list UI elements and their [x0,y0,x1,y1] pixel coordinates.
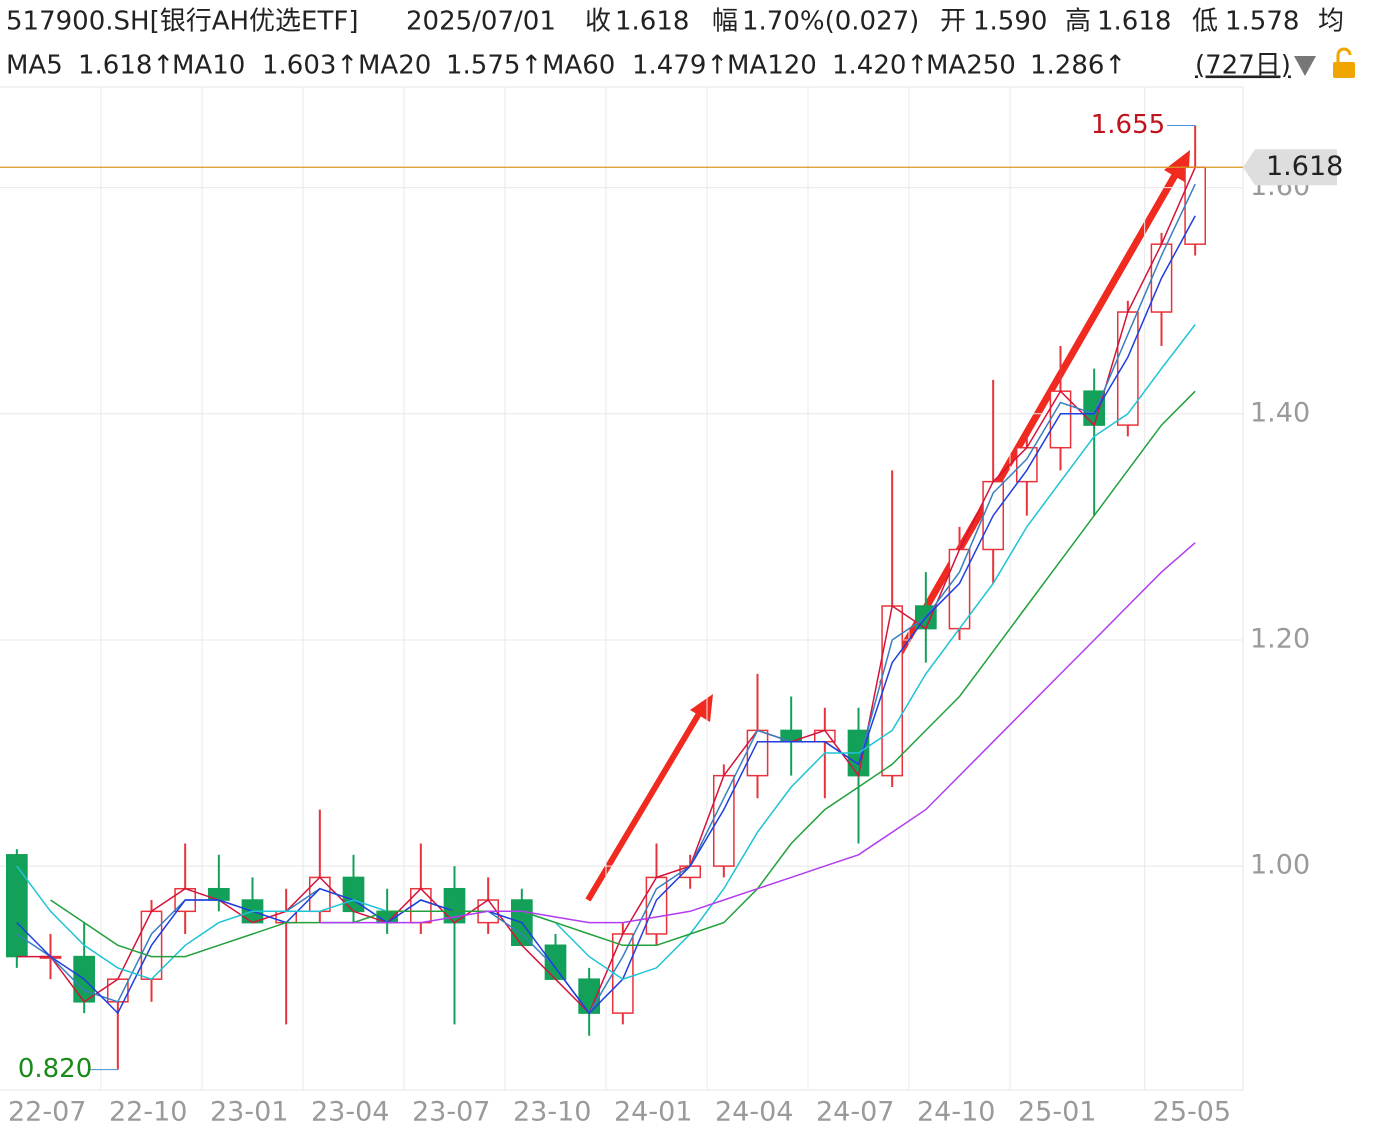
candle-body [645,876,668,935]
price-tag-label: 1.618 [1266,151,1343,182]
x-tick-label: 22-10 [109,1097,187,1128]
quote-label: 均 [1318,7,1344,37]
x-tick-label: 24-01 [614,1097,692,1128]
legend-name: MA60 [542,51,615,81]
legend-name: MA250 [926,51,1016,81]
legend-value: 1.618↑ [78,51,174,81]
x-tick-label: 23-01 [210,1097,288,1128]
candle-body [409,887,432,924]
candle-body [5,854,28,958]
quote-label: 幅 [712,7,738,37]
x-tick-label: 23-10 [513,1097,591,1128]
legend-name: MA5 [6,51,63,81]
chart-title: 517900.SH[银行AH优选ETF] [6,7,358,37]
x-tick-label: 23-04 [311,1097,389,1128]
quote-label: 收 [585,7,611,37]
quote-label: 开 [940,7,966,37]
annotation-label: 0.820 [18,1054,92,1084]
legend-value: 1.420↑ [832,51,928,81]
candle-body [948,548,971,630]
legend-name: MA120 [727,51,817,81]
quote-value: 1.578 [1225,7,1299,37]
x-tick-label: 25-05 [1153,1097,1231,1128]
legend-value: 1.603↑ [262,51,358,81]
x-tick-label: 25-01 [1018,1097,1096,1128]
quote-value: 1.70%(0.027) [742,7,919,37]
quote-label: 低 [1192,7,1218,37]
quote-value: 1.590 [973,7,1047,37]
candle-body [1184,166,1207,245]
ma-line [16,166,1196,1015]
price-tag [1243,149,1337,186]
annotation-label: 1.655 [1091,110,1165,140]
lock-icon[interactable] [1333,47,1355,78]
y-tick-label: 1.00 [1250,850,1310,881]
ma-line [50,390,1196,958]
date: 2025/07/01 [406,7,556,37]
legend-value: 1.479↑ [632,51,728,81]
x-tick-label: 23-07 [412,1097,490,1128]
candle-body [308,876,331,913]
dropdown-icon[interactable] [1294,56,1316,76]
legend-name: MA20 [358,51,431,81]
period[interactable]: (727日) [1195,51,1291,81]
ma-line [16,215,1196,1015]
x-tick-label: 24-10 [917,1097,995,1128]
x-tick-label: 22-07 [8,1097,86,1128]
candle-body [1015,446,1038,483]
y-tick-label: 1.40 [1250,397,1310,428]
quote-value: 1.618 [615,7,689,37]
quote-label: 高 [1065,7,1091,37]
ma-line [319,542,1196,924]
legend-value: 1.575↑ [446,51,542,81]
quote-value: 1.618 [1097,7,1171,37]
candle-body [881,605,904,777]
legend-value: 1.286↑ [1030,51,1126,81]
legend-name: MA10 [172,51,245,81]
candle-body [1049,390,1072,449]
x-tick-label: 24-07 [816,1097,894,1128]
ma-line [16,324,1196,981]
x-tick-label: 24-04 [715,1097,793,1128]
candle-body [342,876,365,913]
y-tick-label: 1.20 [1250,623,1310,654]
candle-body [544,944,567,980]
candle-body [746,729,769,777]
